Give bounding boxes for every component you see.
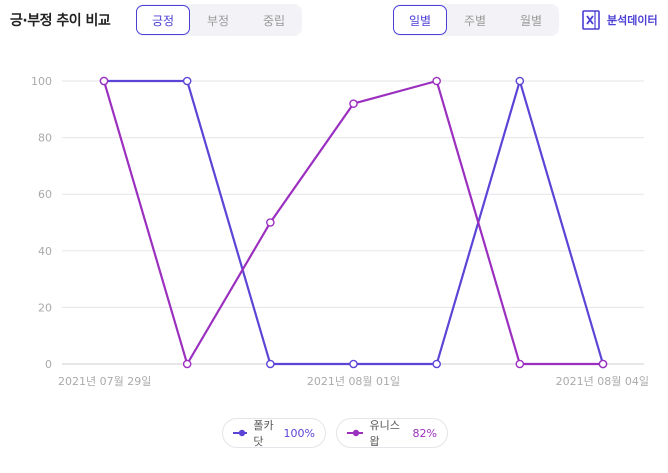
y-tick-label: 40	[38, 245, 52, 258]
tab-positive[interactable]: 긍정	[136, 5, 190, 35]
y-tick-label: 60	[38, 188, 52, 201]
export-data-button[interactable]: 분석데이터	[580, 9, 658, 31]
x-axis-ticks: 2021년 07월 29일 2021년 08월 01일 2021년 08월 04일	[58, 374, 649, 388]
x-tick-label: 2021년 08월 01일	[307, 374, 400, 388]
legend-marker-icon	[233, 429, 248, 437]
data-point-series-2	[515, 359, 525, 369]
data-point-series-2	[99, 76, 109, 86]
data-point-series-1	[432, 359, 441, 369]
data-point-series-1	[515, 76, 525, 86]
y-tick-label: 0	[45, 358, 52, 371]
tab-daily[interactable]: 일별	[393, 5, 447, 35]
data-point-series-2	[432, 76, 441, 86]
x-tick-label: 2021년 08월 04일	[556, 374, 649, 388]
tab-neutral[interactable]: 중립	[262, 13, 286, 28]
sentiment-tab-group: 긍정 부정 중립	[136, 4, 302, 36]
excel-icon	[582, 10, 600, 30]
legend-value: 100%	[283, 426, 315, 440]
tab-monthly[interactable]: 월별	[519, 13, 543, 28]
legend-marker-icon	[347, 429, 364, 437]
data-point-series-1	[266, 359, 275, 369]
data-point-series-1	[182, 76, 192, 86]
data-point-series-2	[598, 359, 608, 369]
legend-item-polkadot[interactable]: 폴카닷 100%	[222, 418, 326, 448]
series-points	[99, 76, 608, 369]
y-axis-ticks: 0 20 40 60 80 100	[31, 75, 52, 371]
legend-label: 유니스왑	[369, 419, 400, 448]
legend-item-uniswap[interactable]: 유니스왑 82%	[336, 418, 448, 448]
data-point-series-1	[349, 359, 358, 369]
y-tick-label: 20	[38, 301, 52, 314]
chart-title: 긍·부정 추이 비교	[10, 13, 111, 29]
series-line-2	[102, 79, 603, 366]
tab-negative[interactable]: 부정	[206, 13, 230, 28]
tab-weekly[interactable]: 주별	[463, 13, 487, 28]
y-tick-label: 100	[31, 75, 52, 88]
period-tab-group: 일별 주별 월별	[393, 4, 559, 36]
series-line-1	[104, 79, 605, 366]
data-point-series-2	[266, 218, 275, 227]
data-point-series-2	[349, 99, 358, 108]
export-label: 분석데이터	[607, 14, 658, 27]
data-point-series-2	[182, 359, 192, 369]
legend-value: 82%	[412, 426, 437, 440]
series-lines	[102, 79, 605, 366]
legend-label: 폴카닷	[253, 419, 274, 448]
x-tick-label: 2021년 07월 29일	[58, 374, 151, 388]
y-tick-label: 80	[38, 132, 52, 145]
grid-lines	[62, 80, 644, 365]
